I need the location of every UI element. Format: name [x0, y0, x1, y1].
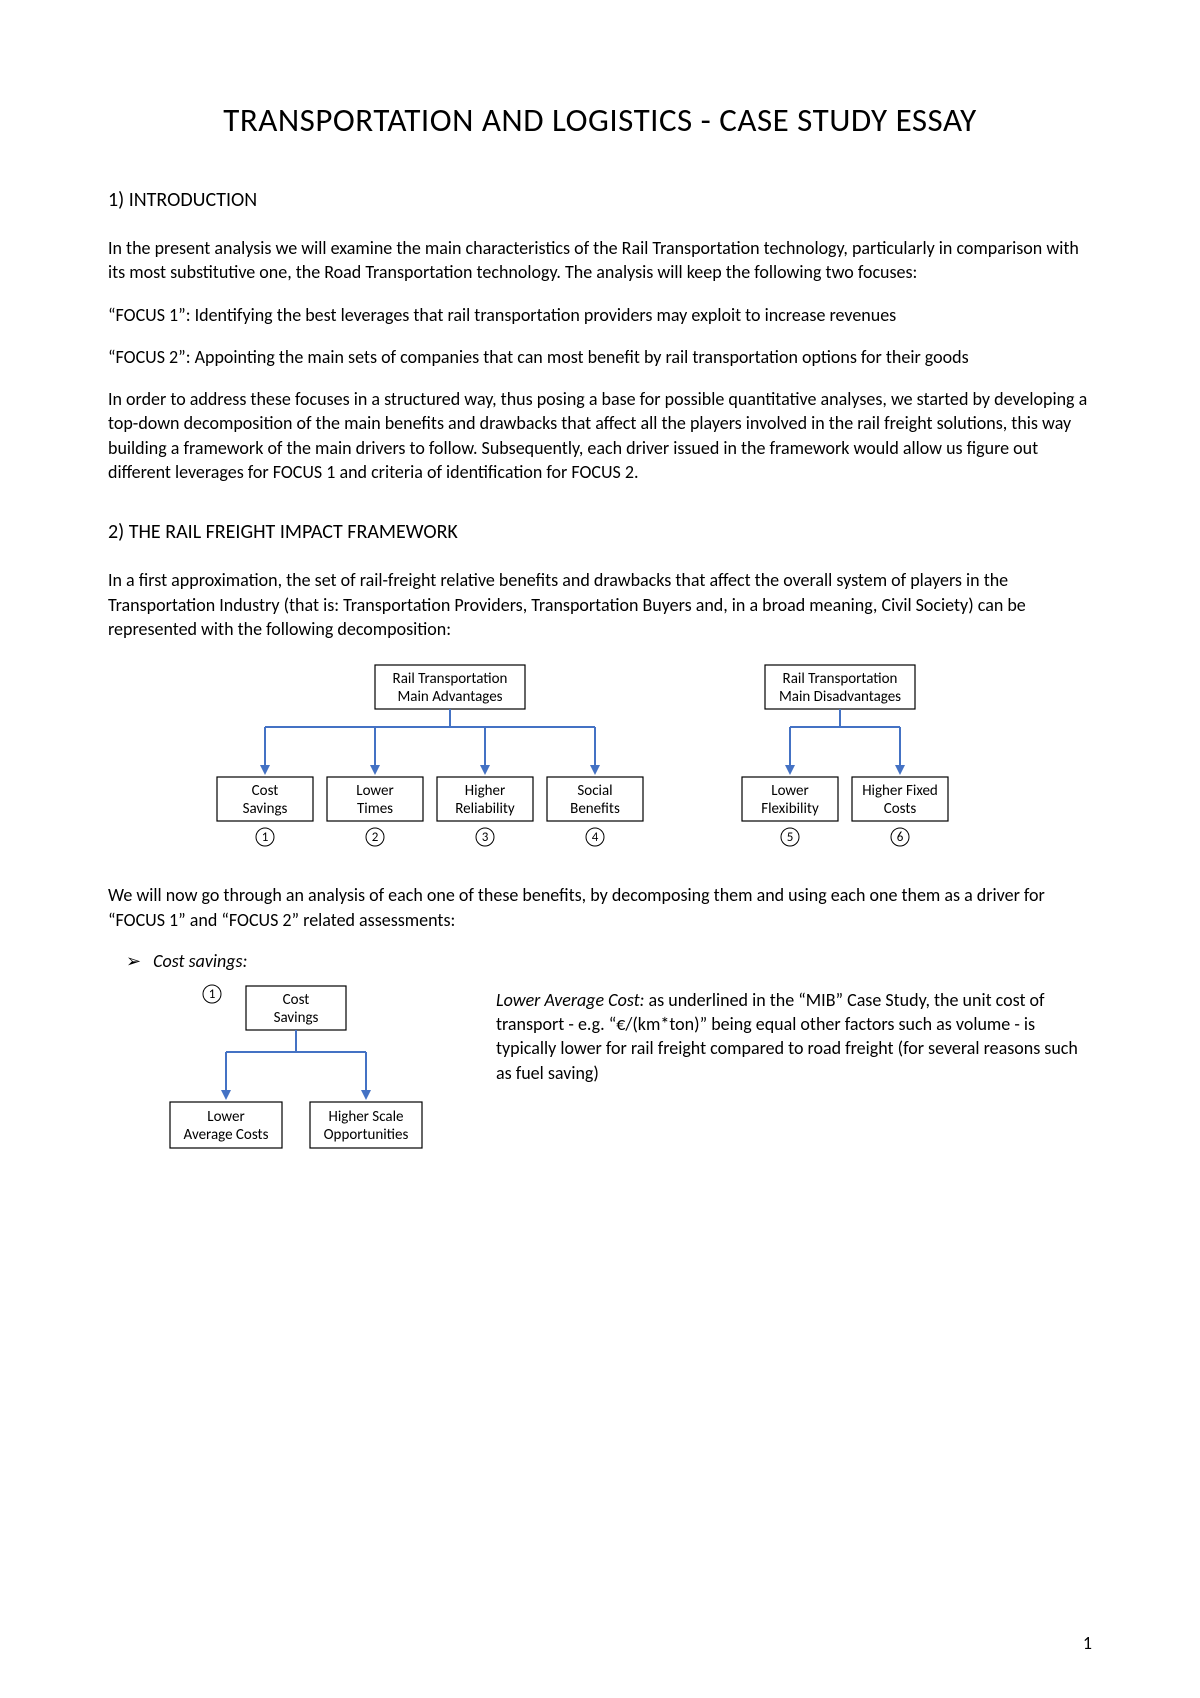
svg-text:1: 1 — [209, 987, 216, 1002]
bullet-label: Cost savings: — [153, 950, 247, 972]
svg-text:Cost: Cost — [252, 782, 279, 800]
svg-text:5: 5 — [787, 830, 794, 845]
svg-text:Higher: Higher — [465, 782, 505, 800]
cost-savings-diagram: 1 Cost Savings Lower Average Costs Highe… — [156, 982, 436, 1162]
svg-text:4: 4 — [592, 830, 599, 845]
svg-text:3: 3 — [482, 830, 489, 845]
svg-text:Lower: Lower — [771, 782, 808, 800]
svg-text:Rail Transportation: Rail Transportation — [783, 670, 898, 688]
page-number: 1 — [1083, 1632, 1092, 1654]
svg-text:Costs: Costs — [884, 800, 917, 818]
paragraph: “FOCUS 2”: Appointing the main sets of c… — [108, 345, 1092, 369]
chevron-right-icon: ➢ — [126, 950, 141, 972]
cost-lead: Lower Average Cost: — [496, 989, 644, 1011]
svg-text:Main Disadvantages: Main Disadvantages — [779, 688, 901, 706]
svg-text:Benefits: Benefits — [570, 800, 620, 818]
svg-text:Social: Social — [577, 782, 612, 800]
svg-text:6: 6 — [897, 830, 904, 845]
svg-text:1: 1 — [262, 830, 269, 845]
svg-text:Cost: Cost — [283, 991, 310, 1009]
svg-text:Savings: Savings — [274, 1009, 319, 1027]
framework-diagram: Rail Transportation Main Advantages Rail… — [108, 665, 1092, 855]
svg-text:Lower: Lower — [356, 782, 393, 800]
page-title: TRANSPORTATION AND LOGISTICS - CASE STUD… — [108, 100, 1092, 140]
svg-text:2: 2 — [372, 830, 379, 845]
paragraph: “FOCUS 1”: Identifying the best leverage… — [108, 303, 1092, 327]
svg-text:Rail Transportation: Rail Transportation — [393, 670, 508, 688]
svg-text:Main Advantages: Main Advantages — [397, 688, 502, 706]
cost-savings-block: 1 Cost Savings Lower Average Costs Highe… — [108, 982, 1092, 1162]
svg-text:Average Costs: Average Costs — [184, 1126, 269, 1144]
svg-text:Times: Times — [357, 800, 393, 818]
svg-text:Savings: Savings — [243, 800, 288, 818]
svg-text:Reliability: Reliability — [455, 800, 515, 818]
svg-text:Flexibility: Flexibility — [761, 800, 819, 818]
bullet-cost-savings: ➢ Cost savings: — [108, 950, 1092, 972]
paragraph: In order to address these focuses in a s… — [108, 387, 1092, 484]
paragraph: We will now go through an analysis of ea… — [108, 883, 1092, 932]
paragraph: In the present analysis we will examine … — [108, 236, 1092, 285]
svg-text:Opportunities: Opportunities — [324, 1126, 409, 1144]
svg-text:Higher Fixed: Higher Fixed — [862, 782, 938, 800]
paragraph: In a first approximation, the set of rai… — [108, 568, 1092, 641]
svg-text:Higher Scale: Higher Scale — [328, 1108, 403, 1126]
svg-text:Lower: Lower — [207, 1108, 244, 1126]
cost-savings-text: Lower Average Cost: as underlined in the… — [496, 982, 1092, 1085]
section-1-heading: 1) INTRODUCTION — [108, 188, 1092, 212]
section-2-heading: 2) THE RAIL FREIGHT IMPACT FRAMEWORK — [108, 520, 1092, 544]
